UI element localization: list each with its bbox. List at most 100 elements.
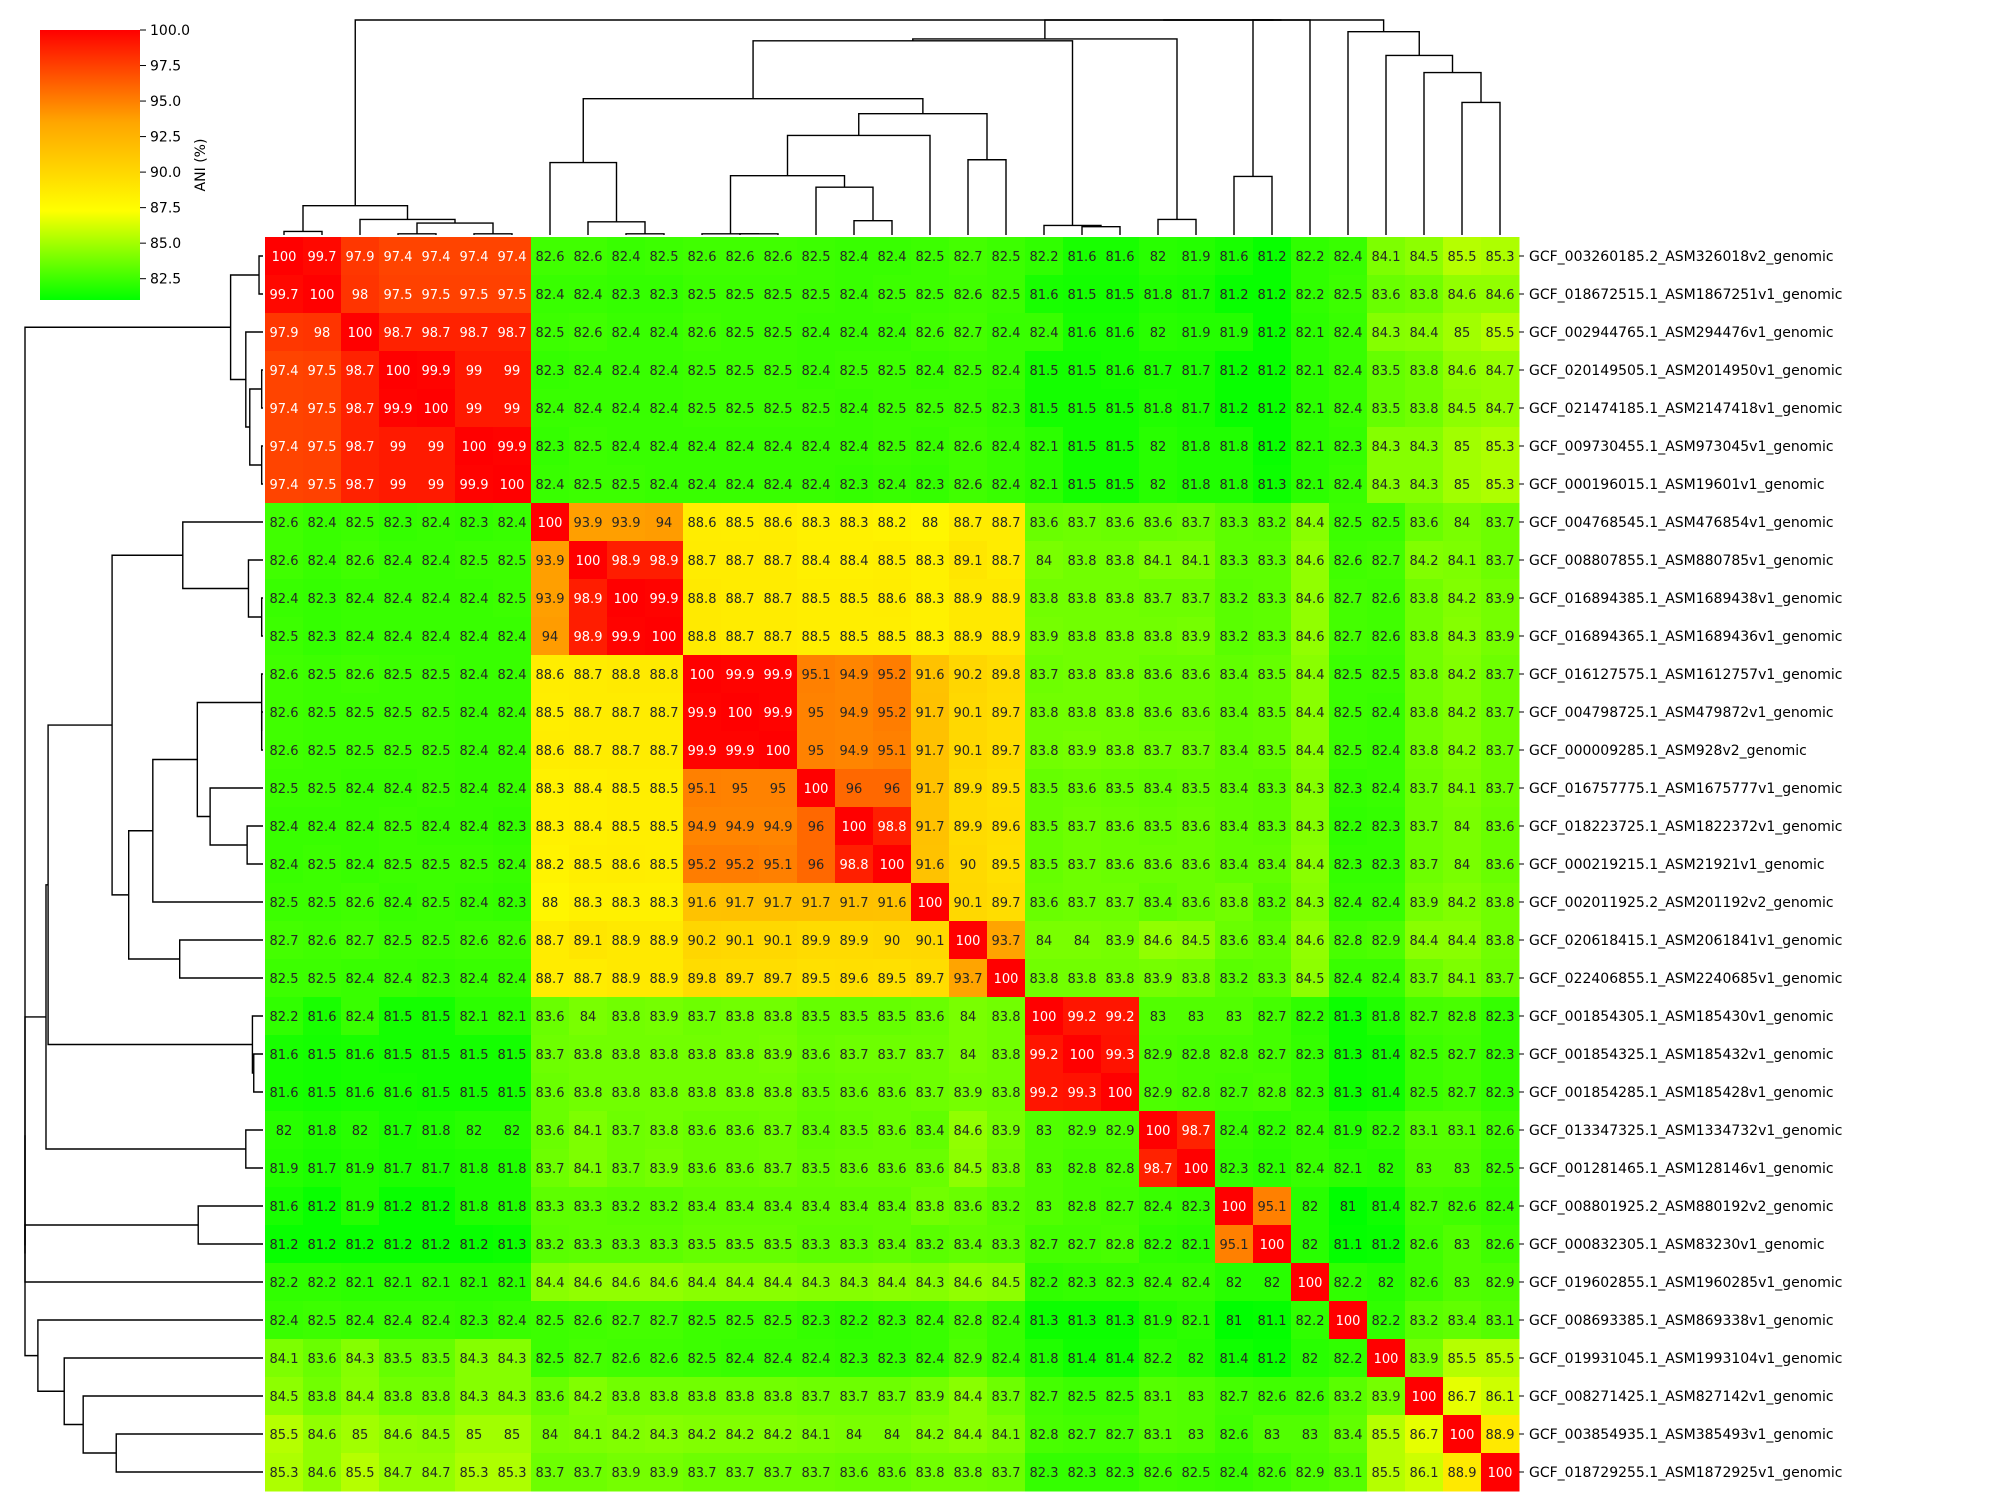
cell-value-label: 82.3 [650, 288, 679, 303]
cell-value-label: 81.2 [422, 1200, 451, 1215]
cell-value-label: 88.5 [650, 858, 679, 873]
heatmap-cell [1367, 1035, 1406, 1074]
cell-value-label: 99.9 [384, 402, 413, 417]
heatmap-cell [531, 1453, 570, 1492]
heatmap-cell [1329, 503, 1368, 542]
cell-value-label: 82 [1150, 326, 1167, 341]
row-label: GCF_008693385.1_ASM869338v1_genomic [1529, 1313, 1834, 1329]
heatmap-cell [1063, 579, 1102, 618]
cell-value-label: 82.6 [688, 250, 717, 265]
row-label: GCF_000196015.1_ASM19601v1_genomic [1529, 477, 1825, 493]
dendrogram-link [63, 1357, 263, 1426]
heatmap-cell [721, 959, 760, 998]
cell-value-label: 100 [766, 744, 791, 759]
cell-value-label: 83.9 [1410, 1352, 1439, 1367]
cell-value-label: 88.7 [574, 744, 603, 759]
heatmap-cell [1253, 503, 1292, 542]
cell-value-label: 85.5 [1372, 1428, 1401, 1443]
heatmap-cell [835, 769, 874, 808]
heatmap-cell [1101, 845, 1140, 884]
cell-value-label: 82.5 [688, 288, 717, 303]
heatmap-cell [1405, 351, 1444, 390]
cell-value-label: 84.4 [726, 1276, 755, 1291]
heatmap-cell [379, 883, 418, 922]
heatmap-cell [873, 1149, 912, 1188]
colorbar-tick-label: 82.5 [150, 272, 181, 288]
heatmap-cell [721, 237, 760, 276]
cell-value-label: 83.6 [536, 1010, 565, 1025]
heatmap-cell [1215, 1415, 1254, 1454]
cell-value-label: 84 [542, 1428, 559, 1443]
heatmap-cell [1329, 1415, 1368, 1454]
heatmap-cell [873, 1263, 912, 1302]
cell-value-label: 83.5 [1258, 668, 1287, 683]
heatmap-cell [303, 579, 342, 618]
heatmap-cell [949, 1415, 988, 1454]
heatmap-cell [1101, 1263, 1140, 1302]
heatmap-cell [455, 541, 494, 580]
heatmap-cell [911, 389, 950, 428]
heatmap-cell [265, 1149, 304, 1188]
cell-value-label: 84.4 [346, 1390, 375, 1405]
cell-value-label: 84.6 [1296, 934, 1325, 949]
cell-value-label: 81.6 [1106, 250, 1135, 265]
cell-value-label: 86.1 [1486, 1390, 1515, 1405]
cell-value-label: 82 [1302, 1200, 1319, 1215]
cell-value-label: 82.5 [764, 1314, 793, 1329]
cell-value-label: 81.2 [1258, 440, 1287, 455]
heatmap-cell [1291, 275, 1330, 314]
heatmap-cell [873, 997, 912, 1036]
cell-value-label: 82.5 [270, 630, 299, 645]
heatmap-cell [873, 465, 912, 504]
heatmap-cell [645, 579, 684, 618]
heatmap-cell [531, 1301, 570, 1340]
cell-value-label: 83.8 [1068, 592, 1097, 607]
cell-value-label: 81.8 [460, 1200, 489, 1215]
cell-value-label: 82.4 [384, 554, 413, 569]
cell-value-label: 94.9 [840, 706, 869, 721]
row-label: GCF_004768545.1_ASM476854v1_genomic [1529, 515, 1834, 531]
heatmap-cell [379, 579, 418, 618]
cell-value-label: 83.6 [1144, 706, 1173, 721]
heatmap-cell [1139, 1035, 1178, 1074]
heatmap-cell [1443, 655, 1482, 694]
heatmap-cell [1253, 1111, 1292, 1150]
heatmap-cell [759, 845, 798, 884]
heatmap-cell [835, 1225, 874, 1264]
heatmap-cell [1367, 275, 1406, 314]
heatmap-cell [1139, 1415, 1178, 1454]
heatmap-cell [721, 389, 760, 428]
cell-value-label: 82.6 [346, 554, 375, 569]
heatmap-cell [987, 731, 1026, 770]
dendrogram-link [1385, 54, 1454, 235]
heatmap-cell [987, 693, 1026, 732]
cell-value-label: 82.5 [384, 858, 413, 873]
heatmap-cell [987, 389, 1026, 428]
cell-value-label: 82.3 [1372, 858, 1401, 873]
cell-value-label: 81.5 [1068, 364, 1097, 379]
heatmap-cell [911, 997, 950, 1036]
cell-value-label: 82.4 [346, 1010, 375, 1025]
cell-value-label: 82.2 [270, 1276, 299, 1291]
heatmap-cell [683, 1377, 722, 1416]
heatmap-cell [1063, 807, 1102, 846]
cell-value-label: 82.3 [1106, 1276, 1135, 1291]
cell-value-label: 88.5 [840, 592, 869, 607]
cell-value-label: 83 [1188, 1428, 1205, 1443]
heatmap-cell [493, 1035, 532, 1074]
cell-value-label: 84 [960, 1048, 977, 1063]
cell-value-label: 82.2 [1030, 250, 1059, 265]
cell-value-label: 98 [314, 326, 331, 341]
heatmap-cell [455, 1073, 494, 1112]
cell-value-label: 84.6 [1144, 934, 1173, 949]
heatmap-cell [455, 1187, 494, 1226]
heatmap-cell [1063, 1187, 1102, 1226]
cell-value-label: 88 [542, 896, 559, 911]
cell-value-label: 84.2 [1448, 592, 1477, 607]
cell-value-label: 82.6 [1410, 1238, 1439, 1253]
cell-value-label: 81.5 [1106, 440, 1135, 455]
heatmap-cell [1443, 1377, 1482, 1416]
heatmap-cell [607, 465, 646, 504]
heatmap-cell [1253, 465, 1292, 504]
cell-value-label: 83 [1150, 1010, 1167, 1025]
